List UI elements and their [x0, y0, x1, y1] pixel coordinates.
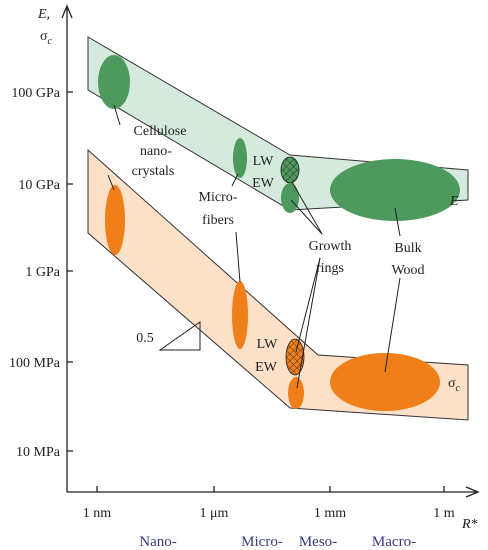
- y-tick-label: 10 GPa: [18, 178, 60, 193]
- annotation: Wood: [391, 263, 424, 278]
- ticks: [67, 91, 445, 492]
- y-tick-label: 100 GPa: [11, 86, 60, 101]
- bulk-e: [330, 159, 460, 221]
- mf-s: [232, 281, 248, 349]
- annotation: Micro-: [199, 190, 238, 205]
- y-tick-label: 100 MPa: [9, 356, 61, 371]
- x-tick-label: 1 nm: [83, 506, 112, 521]
- mf-e: [233, 138, 247, 178]
- regime: Micro-: [241, 534, 283, 550]
- x-label: R*: [461, 517, 478, 532]
- annotation: nano-: [140, 144, 172, 159]
- text-part: c: [456, 383, 461, 394]
- regime: Macro-: [372, 534, 416, 550]
- annotation: LW: [253, 154, 275, 169]
- slope-label: 0.5: [136, 331, 154, 346]
- ew-e: [281, 183, 299, 213]
- annotation: fibers: [202, 213, 234, 228]
- x-axis: [67, 486, 480, 498]
- lw-e: [280, 156, 300, 184]
- y-tick-label: 1 GPa: [25, 265, 60, 280]
- cnc-e: [98, 55, 130, 109]
- bulk-s: [330, 353, 440, 411]
- regime: Nano-: [139, 534, 177, 550]
- lw-s: [285, 338, 305, 376]
- cnc-s: [105, 185, 125, 255]
- annotation: EW: [255, 360, 278, 375]
- y-tick-label: 10 MPa: [16, 445, 61, 460]
- ew-s: [288, 377, 304, 409]
- annotation: Bulk: [394, 241, 421, 256]
- annotation: crystals: [132, 164, 175, 179]
- x-tick-label: 1 mm: [314, 506, 346, 521]
- regime: Meso-: [299, 534, 337, 550]
- slope-triangle: [158, 321, 201, 351]
- y-label-sigma: σc: [40, 29, 53, 47]
- leaders: [107, 104, 401, 389]
- band-label: E: [449, 194, 459, 209]
- text-part: σ: [40, 29, 48, 44]
- y-label-e: E,: [37, 7, 50, 22]
- band-label: σc: [448, 376, 461, 394]
- y-axis: [61, 4, 73, 492]
- text-part: c: [48, 36, 53, 47]
- annotation: rings: [316, 261, 344, 276]
- x-tick-label: 1 μm: [200, 506, 229, 521]
- annotation: Growth: [309, 239, 352, 254]
- text-part: σ: [448, 376, 456, 391]
- annotation: EW: [252, 176, 275, 191]
- annotation: LW: [257, 337, 279, 352]
- x-tick-label: 1 m: [433, 506, 455, 521]
- annotation: Cellulose: [134, 124, 187, 139]
